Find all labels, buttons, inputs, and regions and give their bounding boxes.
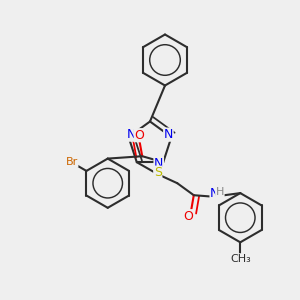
- Text: N: N: [127, 128, 136, 141]
- Text: S: S: [154, 166, 162, 179]
- Text: O: O: [183, 210, 193, 223]
- Text: N: N: [164, 128, 173, 141]
- Text: O: O: [134, 129, 144, 142]
- Text: N: N: [154, 157, 164, 170]
- Text: N: N: [210, 187, 220, 200]
- Text: H: H: [216, 187, 224, 197]
- Text: CH₃: CH₃: [230, 254, 250, 264]
- Text: Br: Br: [66, 157, 78, 167]
